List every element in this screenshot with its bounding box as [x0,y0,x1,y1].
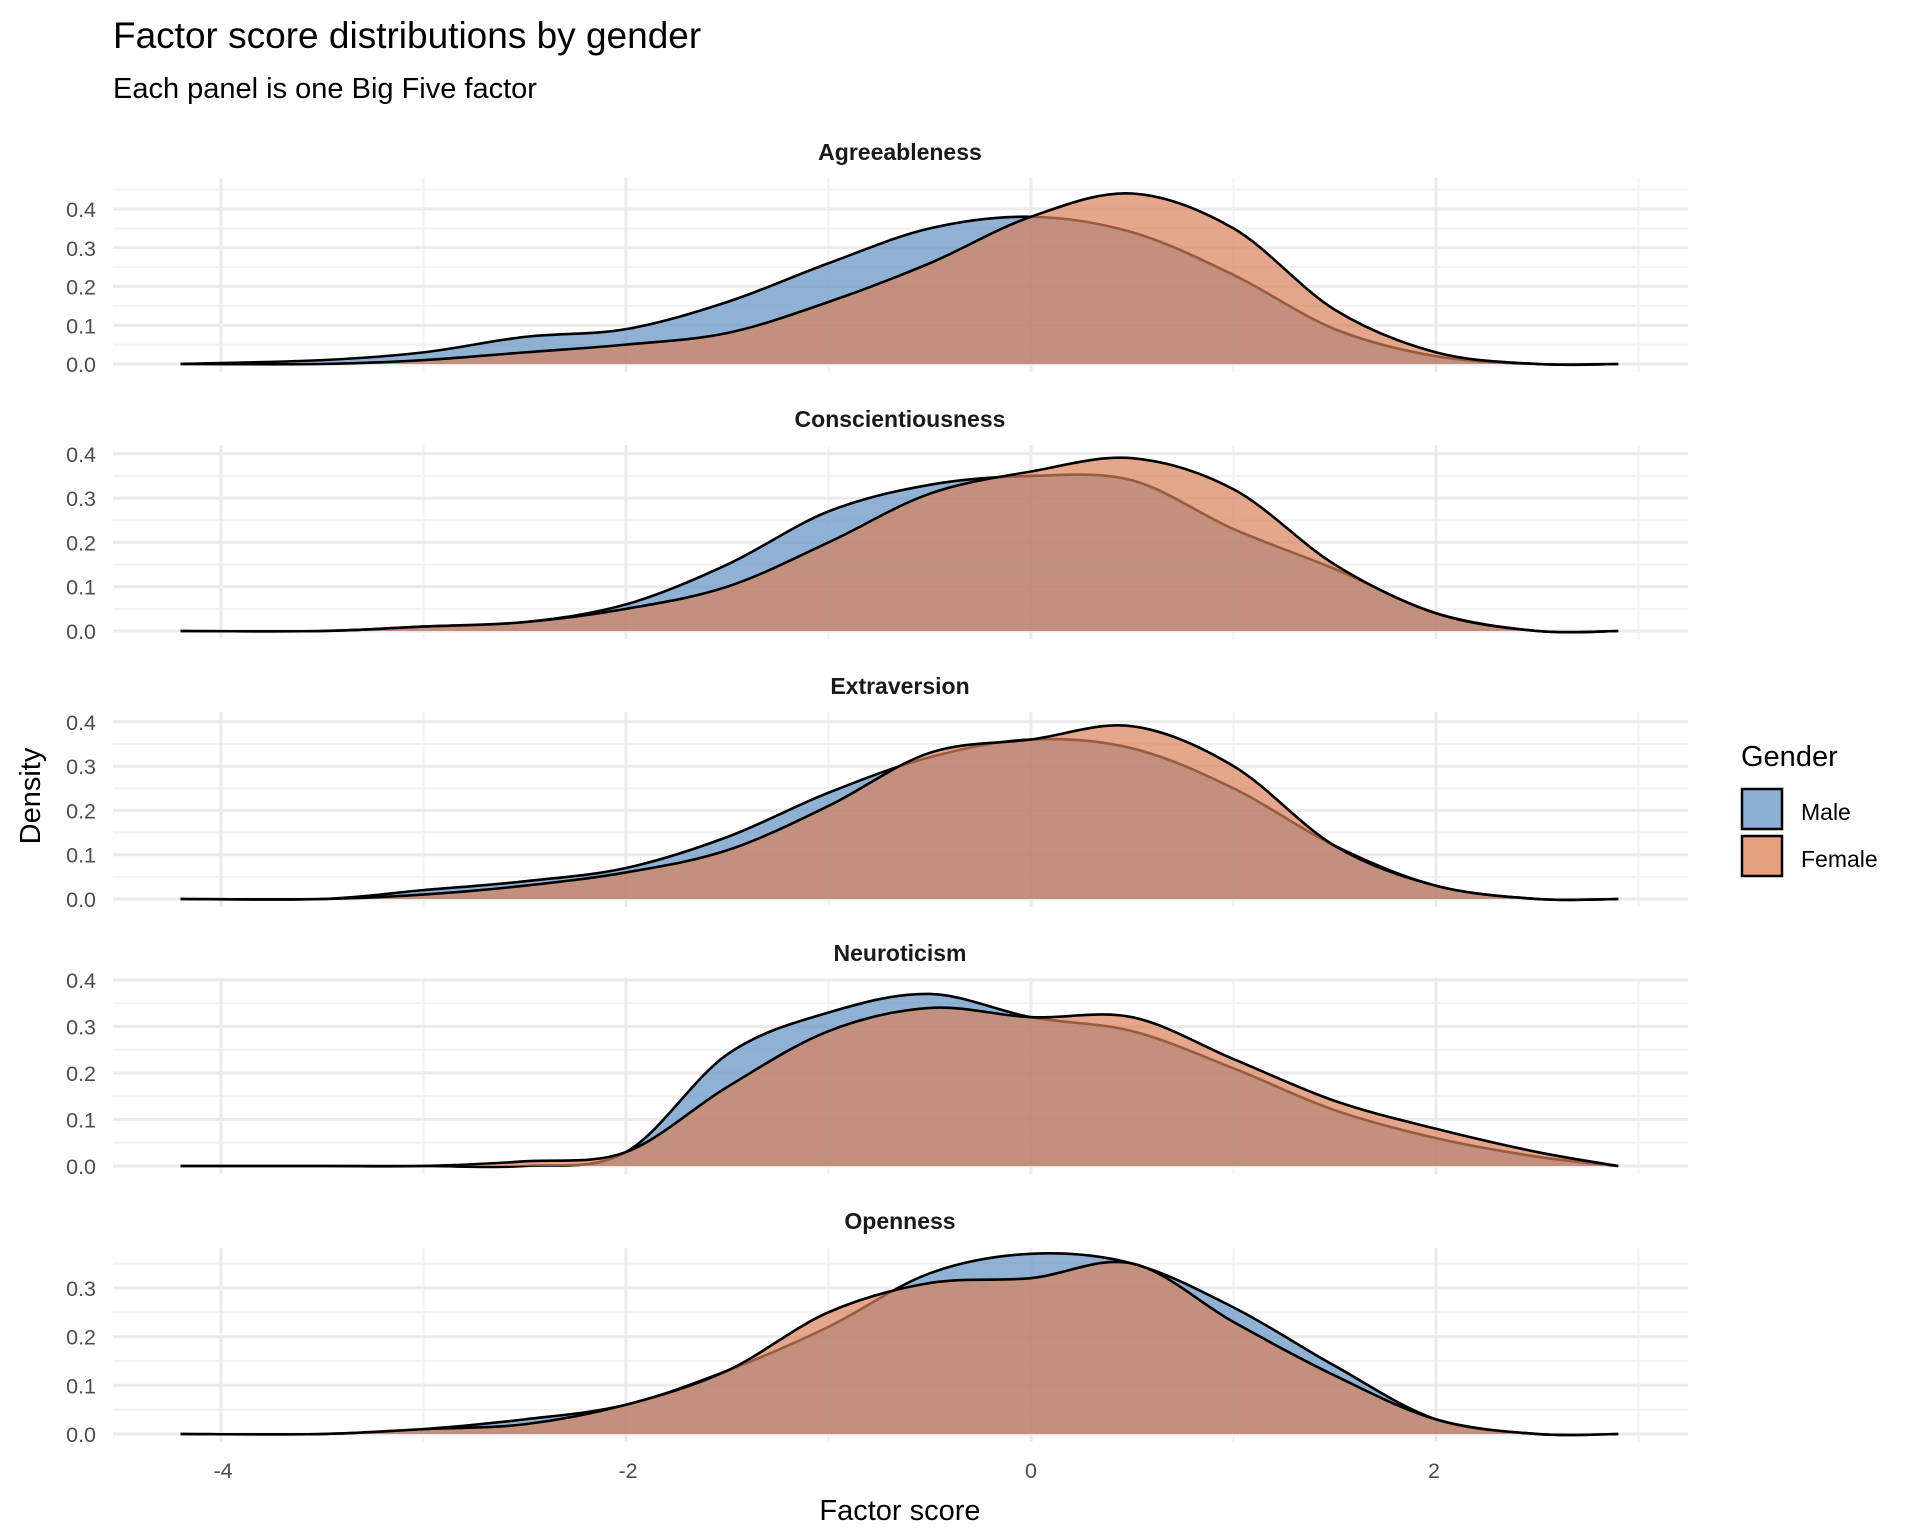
legend-label-male: Male [1801,799,1851,825]
y-tick-label: 0.1 [66,1374,96,1398]
density-line-female [180,456,1619,634]
y-axis-title: Density [15,747,47,844]
x-axis-ticks: -4 -2 0 2 [213,1459,1440,1483]
density-area-female [180,1007,1619,1167]
panel-neuroticism: 0.0 0.1 0.2 0.3 0.4 Neuroticism [66,940,1688,1179]
y-tick-label: 0.1 [66,1109,96,1133]
facet-strip-label: Neuroticism [834,940,967,966]
facet-panels: 0.0 0.1 0.2 0.3 0.4 Agreeableness 0.0 0.1 0.2 0.3… [66,139,1688,1447]
y-tick-label: 0.3 [66,237,96,261]
y-tick-label: 0.0 [66,888,96,912]
panel-conscientiousness: 0.0 0.1 0.2 0.3 0.4 Conscientiousness [66,406,1688,644]
legend-swatch-female [1740,834,1784,878]
chart-title: Factor score distributions by gender [113,15,701,56]
y-tick-label: 0.2 [66,531,96,555]
y-tick-label: 0.3 [66,755,96,779]
y-tick-label: 0.4 [66,443,96,467]
density-line-female [180,1260,1619,1437]
density-line-female [180,724,1619,902]
density-area-female [180,1261,1619,1436]
y-tick-label: 0.4 [66,969,96,993]
y-tick-label: 0.1 [66,314,96,338]
y-tick-label: 0.2 [66,276,96,300]
legend-title: Gender [1741,741,1838,773]
panel-agreeableness: 0.0 0.1 0.2 0.3 0.4 Agreeableness [66,139,1688,377]
y-tick-label: 0.2 [66,799,96,823]
y-tick-label: 0.1 [66,576,96,600]
y-tick-label: 0.4 [66,198,96,222]
panel-extraversion: 0.0 0.1 0.2 0.3 0.4 Extraversion [66,673,1688,912]
legend: Gender Male Female [1740,741,1878,878]
y-tick-label: 0.0 [66,1423,96,1447]
density-line-female [180,192,1619,367]
x-axis-title: Factor score [819,1495,980,1527]
legend-label-female: Female [1801,846,1878,872]
facet-strip-label: Openness [844,1208,955,1234]
y-tick-label: 0.3 [66,1277,96,1301]
x-tick-label: -4 [213,1459,232,1483]
y-tick-label: 0.3 [66,487,96,511]
y-tick-label: 0.2 [66,1062,96,1086]
x-tick-label: -2 [618,1459,637,1483]
x-tick-label: 0 [1025,1459,1037,1483]
y-tick-label: 0.0 [66,1155,96,1179]
density-area-female [180,193,1619,365]
facet-strip-label: Agreeableness [818,139,982,165]
density-area-female [180,725,1619,900]
x-tick-label: 2 [1428,1459,1440,1483]
facet-strip-label: Conscientiousness [795,406,1006,432]
y-tick-label: 0.0 [66,353,96,377]
chart-subtitle: Each panel is one Big Five factor [113,73,537,105]
density-line-female [180,1006,1619,1168]
facet-strip-label: Extraversion [830,673,969,699]
density-area-female [180,457,1619,633]
legend-swatch-male [1740,787,1784,831]
y-tick-label: 0.3 [66,1016,96,1040]
y-tick-label: 0.1 [66,844,96,868]
y-tick-label: 0.0 [66,620,96,644]
panel-openness: 0.0 0.1 0.2 0.3 Openness [66,1208,1688,1447]
y-tick-label: 0.4 [66,711,96,735]
y-tick-label: 0.2 [66,1326,96,1350]
